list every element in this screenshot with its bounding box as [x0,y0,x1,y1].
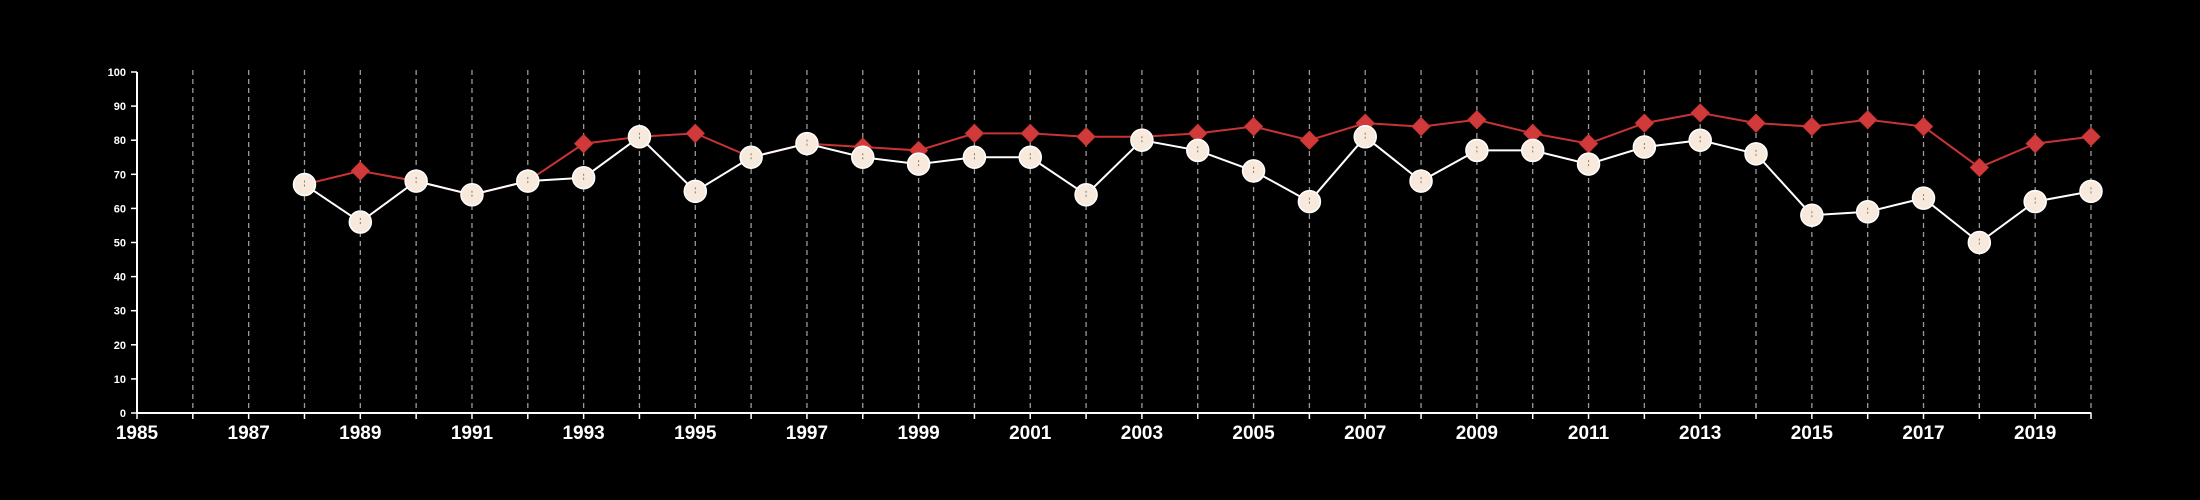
y-tick-label-10: 10 [114,374,126,386]
x-tick-label-1989: 1989 [339,423,381,444]
series-0-point-2005 [1243,116,1264,137]
x-tick-label-1993: 1993 [562,423,604,444]
series-0-point-2018 [1969,157,1990,178]
y-tick-label-30: 30 [114,306,126,318]
series-0-point-2017 [1913,116,1934,137]
y-tick-label-70: 70 [114,169,126,181]
x-tick-label-1997: 1997 [786,423,828,444]
series-0-point-2019 [2025,133,2045,154]
grid-lines [192,70,2092,413]
x-tick-label-1991: 1991 [451,423,494,444]
series-0-point-2015 [1802,116,1822,137]
series-1-circle [292,125,2103,255]
series-0-point-2008 [1411,116,1431,137]
series-layer [292,103,2103,255]
y-tick-label-60: 60 [114,203,126,215]
series-0-point-1995 [685,123,705,144]
series-0-point-2009 [1467,110,1487,130]
y-tick-label-100: 100 [108,67,126,79]
y-tick-label-50: 50 [114,238,126,250]
x-tick-label-2011: 2011 [1568,423,1610,444]
x-tick-label-2001: 2001 [1009,423,1052,444]
series-0-point-2011 [1578,133,1599,154]
x-tick-label-2007: 2007 [1344,423,1386,444]
axes: 0 10 20 30 40 50 60 70 80 90 100 1985 1987 1989 1991 19… [108,67,2092,444]
x-tick-label-1999: 1999 [897,423,939,444]
series-0-point-1993 [573,133,594,154]
y-tick-label-80: 80 [114,135,126,147]
series-0-point-2006 [1299,130,1320,150]
x-tick-label-2015: 2015 [1791,423,1834,444]
x-tick-label-2017: 2017 [1902,423,1944,444]
series-0-point-2002 [1076,127,1096,147]
y-tick-label-90: 90 [114,101,126,113]
x-tick-label-2013: 2013 [1679,423,1721,444]
y-tick-label-20: 20 [114,340,126,352]
x-tick-label-2009: 2009 [1456,423,1498,444]
x-tick-label-2019: 2019 [2014,423,2056,444]
series-0-point-2016 [1857,110,1878,130]
series-0-point-2013 [1690,103,1710,123]
x-tick-label-2003: 2003 [1121,423,1163,444]
series-0-point-1989 [350,161,371,181]
series-0-point-2012 [1634,113,1655,133]
x-tick-label-1985: 1985 [116,423,159,444]
series-0-point-2001 [1020,123,1040,144]
y-tick-label-40: 40 [114,272,126,284]
y-tick-label-0: 0 [120,408,126,420]
x-tick-label-1987: 1987 [228,423,270,444]
x-tick-label-1995: 1995 [674,423,717,444]
series-0-point-2014 [1746,113,1766,133]
x-tick-label-2005: 2005 [1232,423,1275,444]
series-0-point-2000 [964,123,985,144]
series-0-point-2020 [2081,127,2101,147]
